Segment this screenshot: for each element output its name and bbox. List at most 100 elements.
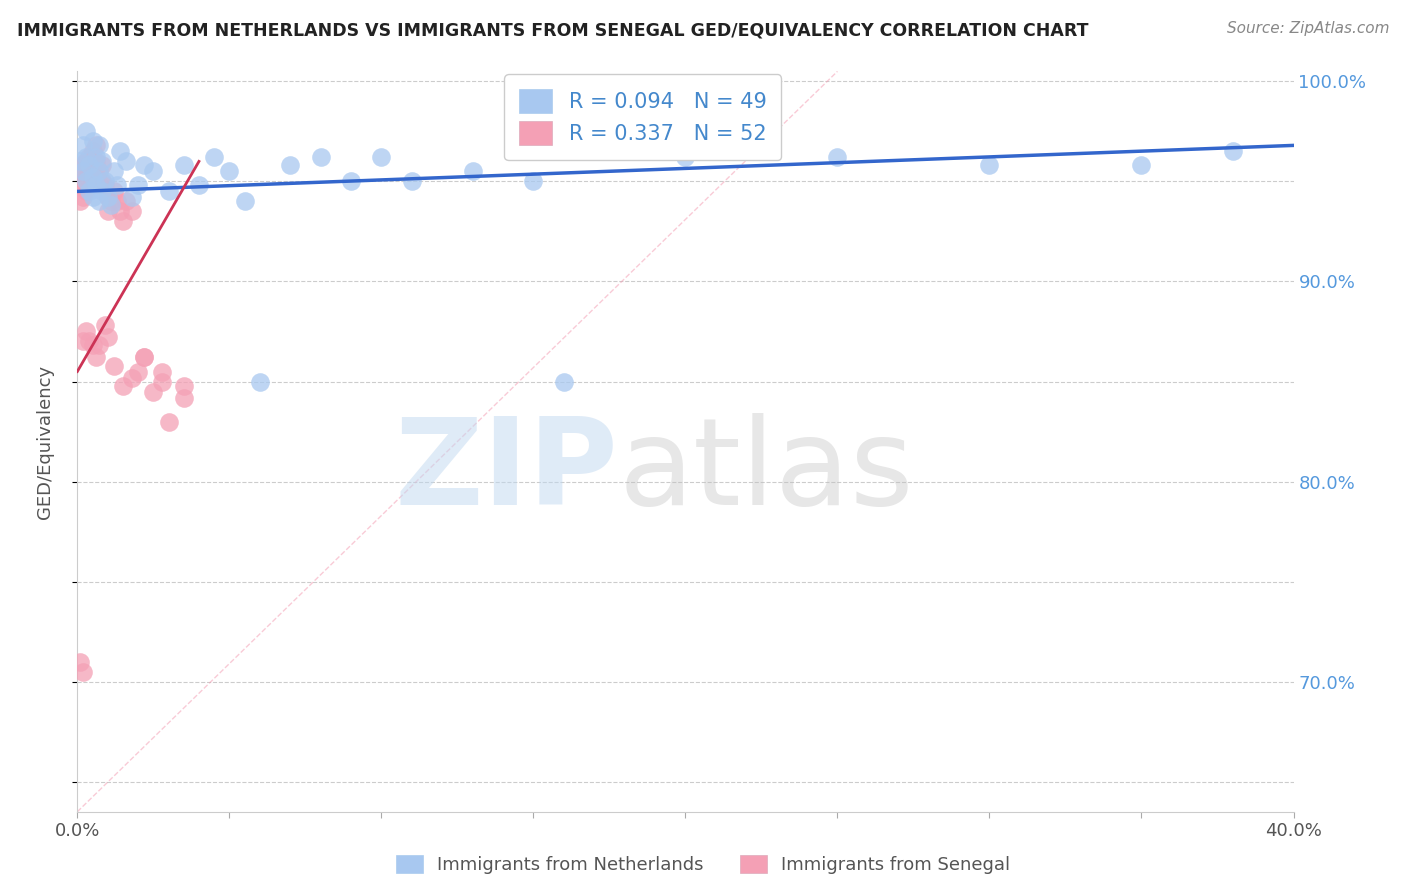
Point	[93, 174, 115, 188]
Point	[108, 204, 131, 219]
Point	[134, 351, 156, 365]
Point	[233, 194, 256, 209]
Point	[72, 164, 94, 178]
Point	[553, 375, 575, 389]
Point	[72, 138, 94, 153]
Point	[134, 351, 156, 365]
Point	[173, 158, 195, 172]
Point	[152, 364, 174, 378]
Legend: R = 0.094   N = 49, R = 0.337   N = 52: R = 0.094 N = 49, R = 0.337 N = 52	[505, 74, 782, 160]
Point	[111, 214, 134, 228]
Point	[108, 145, 131, 159]
Point	[87, 164, 110, 178]
Point	[75, 150, 97, 164]
Point	[461, 164, 484, 178]
Point	[69, 178, 91, 193]
Point	[401, 174, 423, 188]
Point	[103, 359, 125, 373]
Point	[142, 384, 165, 399]
Point	[72, 334, 94, 349]
Point	[100, 198, 122, 212]
Point	[97, 190, 120, 204]
Point	[90, 154, 112, 169]
Point	[72, 665, 94, 679]
Point	[82, 170, 104, 185]
Point	[84, 138, 107, 153]
Point	[278, 158, 301, 172]
Point	[157, 415, 180, 429]
Point	[340, 174, 363, 188]
Point	[142, 164, 165, 178]
Point	[121, 370, 143, 384]
Point	[75, 174, 97, 188]
Legend: Immigrants from Netherlands, Immigrants from Senegal: Immigrants from Netherlands, Immigrants …	[387, 846, 1019, 883]
Point	[249, 375, 271, 389]
Point	[90, 185, 112, 199]
Point	[127, 178, 149, 193]
Point	[100, 194, 122, 209]
Text: ZIP: ZIP	[395, 413, 619, 530]
Point	[87, 164, 110, 178]
Point	[87, 338, 110, 352]
Point	[127, 364, 149, 378]
Point	[202, 150, 225, 164]
Point	[84, 150, 107, 164]
Point	[79, 164, 101, 178]
Point	[97, 204, 120, 219]
Point	[84, 178, 107, 193]
Point	[82, 338, 104, 352]
Point	[90, 174, 112, 188]
Point	[152, 375, 174, 389]
Point	[827, 150, 849, 164]
Point	[173, 378, 195, 392]
Point	[72, 190, 94, 204]
Point	[121, 204, 143, 219]
Point	[115, 154, 138, 169]
Point	[979, 158, 1001, 172]
Point	[115, 194, 138, 209]
Point	[111, 378, 134, 392]
Y-axis label: GED/Equivalency: GED/Equivalency	[35, 365, 53, 518]
Point	[93, 178, 115, 193]
Point	[93, 318, 115, 333]
Point	[105, 178, 128, 193]
Point	[87, 194, 110, 209]
Point	[82, 135, 104, 149]
Point	[134, 158, 156, 172]
Point	[97, 190, 120, 204]
Point	[87, 178, 110, 193]
Point	[105, 194, 128, 209]
Point	[522, 174, 544, 188]
Point	[370, 150, 392, 164]
Point	[79, 158, 101, 172]
Point	[97, 330, 120, 344]
Point	[79, 150, 101, 164]
Point	[72, 174, 94, 188]
Point	[90, 158, 112, 172]
Point	[72, 158, 94, 172]
Text: atlas: atlas	[619, 413, 914, 530]
Point	[1222, 145, 1244, 159]
Point	[75, 154, 97, 169]
Point	[82, 190, 104, 204]
Point	[87, 138, 110, 153]
Point	[1130, 158, 1153, 172]
Point	[173, 391, 195, 405]
Point	[75, 170, 97, 185]
Point	[84, 351, 107, 365]
Point	[309, 150, 332, 164]
Point	[79, 185, 101, 199]
Point	[75, 325, 97, 339]
Point	[69, 194, 91, 209]
Point	[75, 185, 97, 199]
Point	[218, 164, 240, 178]
Point	[69, 154, 91, 169]
Point	[82, 158, 104, 172]
Text: IMMIGRANTS FROM NETHERLANDS VS IMMIGRANTS FROM SENEGAL GED/EQUIVALENCY CORRELATI: IMMIGRANTS FROM NETHERLANDS VS IMMIGRANT…	[17, 21, 1088, 39]
Point	[82, 145, 104, 159]
Point	[84, 154, 107, 169]
Point	[82, 174, 104, 188]
Point	[79, 334, 101, 349]
Text: Source: ZipAtlas.com: Source: ZipAtlas.com	[1226, 21, 1389, 37]
Point	[69, 164, 91, 178]
